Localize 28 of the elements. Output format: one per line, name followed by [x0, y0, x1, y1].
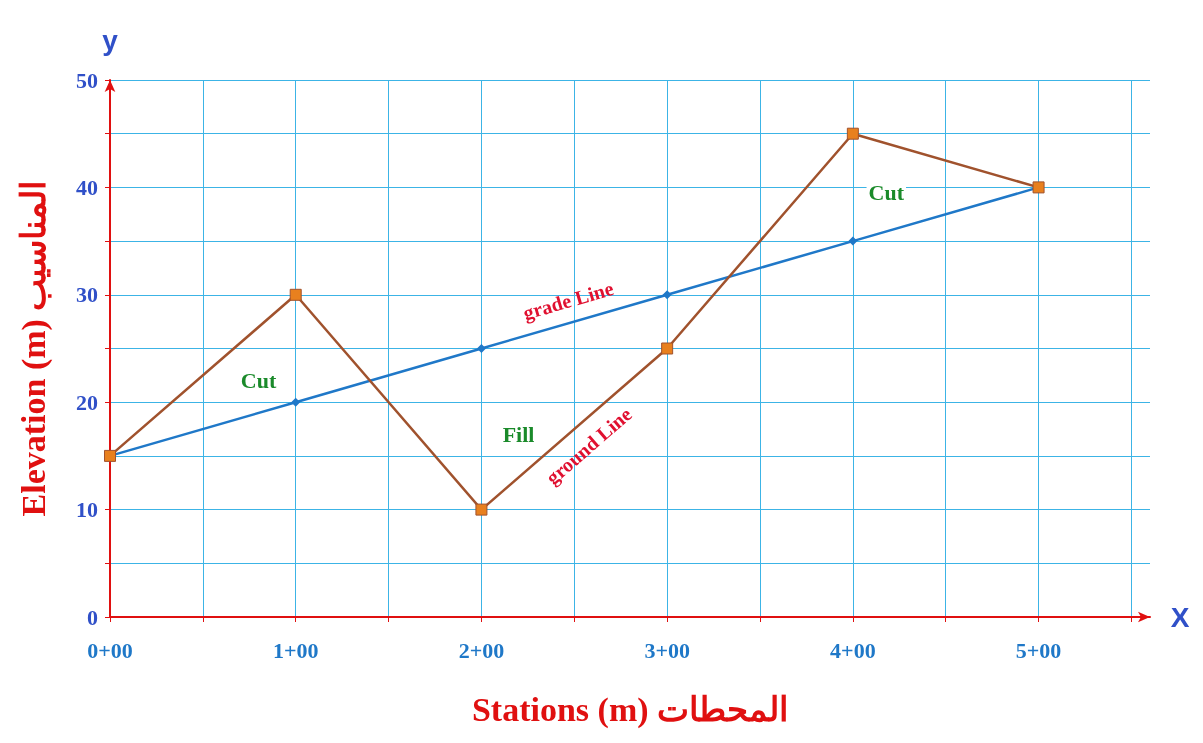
point: [289, 288, 302, 301]
point: [662, 290, 672, 300]
y-tick-label: 30: [76, 282, 98, 308]
y-tick-label: 0: [87, 604, 98, 630]
x-tick-label: 1+00: [272, 637, 319, 663]
point: [661, 342, 674, 355]
point: [475, 503, 488, 516]
x-tick-label: 5+00: [1015, 637, 1062, 663]
point: [846, 127, 859, 140]
y-tick-label: 20: [76, 389, 98, 415]
y-tick-label: 40: [76, 174, 98, 200]
y-tick-label: 10: [76, 497, 98, 523]
x-tick-label: 3+00: [644, 637, 690, 663]
x-tick-label: 4+00: [830, 637, 876, 663]
x-axis-title: Stations (m) المحطات: [471, 690, 789, 729]
annotation: Cut: [240, 368, 277, 394]
text: grade Line: [520, 277, 617, 325]
point: [476, 344, 486, 353]
x-tick-label: 0+00: [87, 637, 133, 663]
annotation: Fill: [502, 421, 535, 447]
text: y: [102, 24, 119, 56]
annotation: Cut: [868, 180, 905, 206]
y-axis-title: Elevation (m) المناسيب: [14, 180, 53, 517]
text: X: [1170, 601, 1190, 633]
point: [848, 236, 858, 246]
y-tick-label: 50: [76, 67, 98, 93]
x-tick-label: 2+00: [458, 637, 505, 663]
point: [291, 397, 301, 407]
